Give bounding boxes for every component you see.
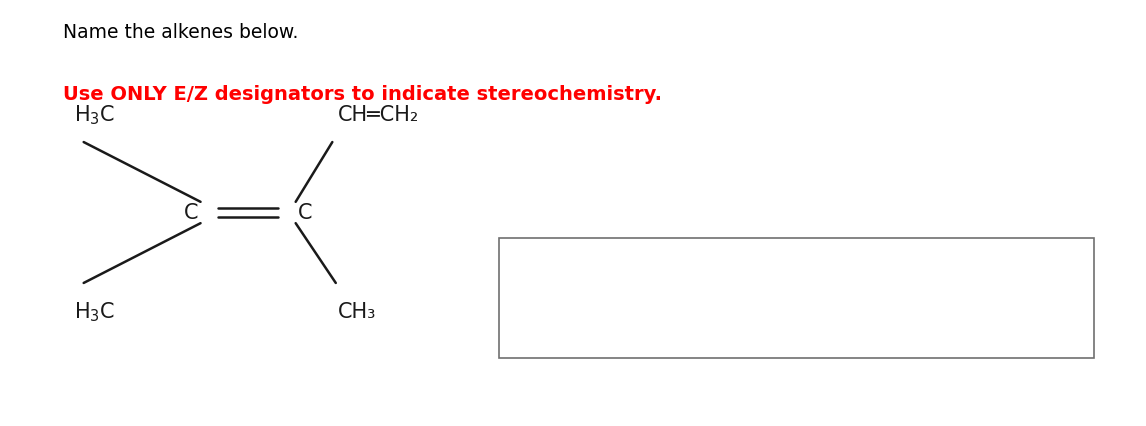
Text: Name the alkenes below.: Name the alkenes below. (63, 23, 298, 42)
Text: H$_3$C: H$_3$C (74, 299, 116, 323)
Text: CH₃: CH₃ (338, 301, 376, 321)
Text: C: C (183, 203, 198, 223)
Text: CH═CH₂: CH═CH₂ (338, 105, 419, 125)
FancyBboxPatch shape (499, 239, 1094, 358)
Text: C: C (298, 203, 313, 223)
Text: H$_3$C: H$_3$C (74, 103, 116, 127)
Text: Use ONLY E/Z designators to indicate stereochemistry.: Use ONLY E/Z designators to indicate ste… (63, 85, 662, 104)
